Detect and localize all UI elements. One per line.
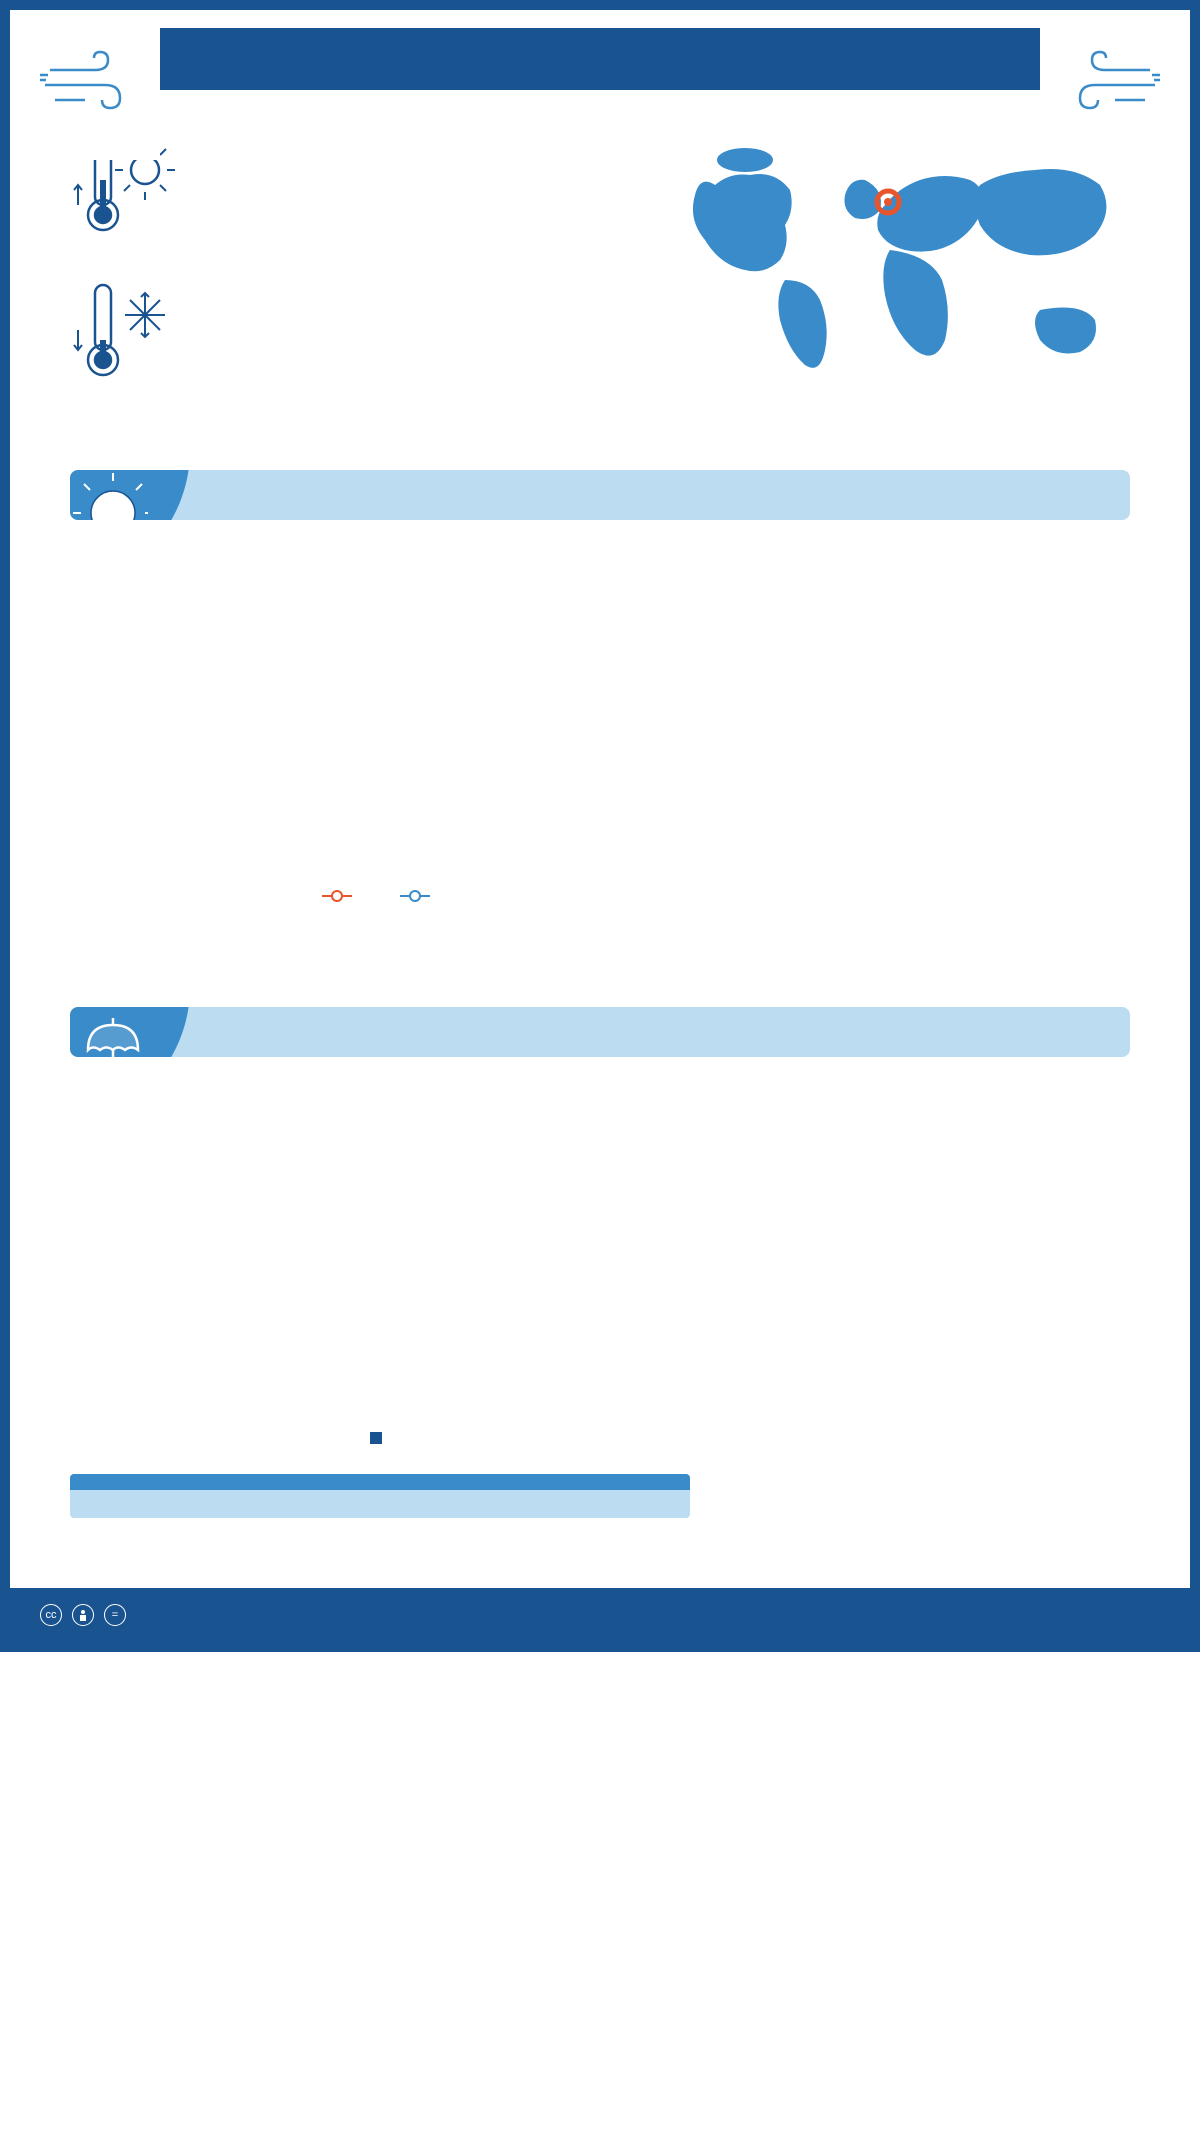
legend-max: .legend-item:nth-child(1) .legend-line::… [322,895,360,897]
precipitation-info [740,1097,1130,1518]
precipitation-banner [70,1007,1130,1057]
umbrella-icon [70,1007,190,1057]
footer: cc = [10,1588,1190,1642]
precipitation-bar-chart [70,1097,690,1444]
sun-icon [70,470,190,520]
temperature-banner [70,470,1130,520]
temperature-line-chart: .legend-item:nth-child(1) .legend-line::… [70,560,690,897]
legend-precip [370,1432,390,1444]
thermometer-cold-icon [70,275,180,385]
precipitation-probability [70,1474,690,1518]
world-map [670,130,1130,420]
coordinates [1150,140,1165,152]
legend-min: .legend-item:nth-child(2) .legend-line::… [400,895,438,897]
temperature-info [740,560,1130,897]
header-banner [28,28,1172,90]
by-icon [72,1604,94,1626]
coldest-block [70,275,630,385]
nd-icon: = [104,1604,126,1626]
wind-icon [10,10,160,160]
cc-icon: cc [40,1604,62,1626]
